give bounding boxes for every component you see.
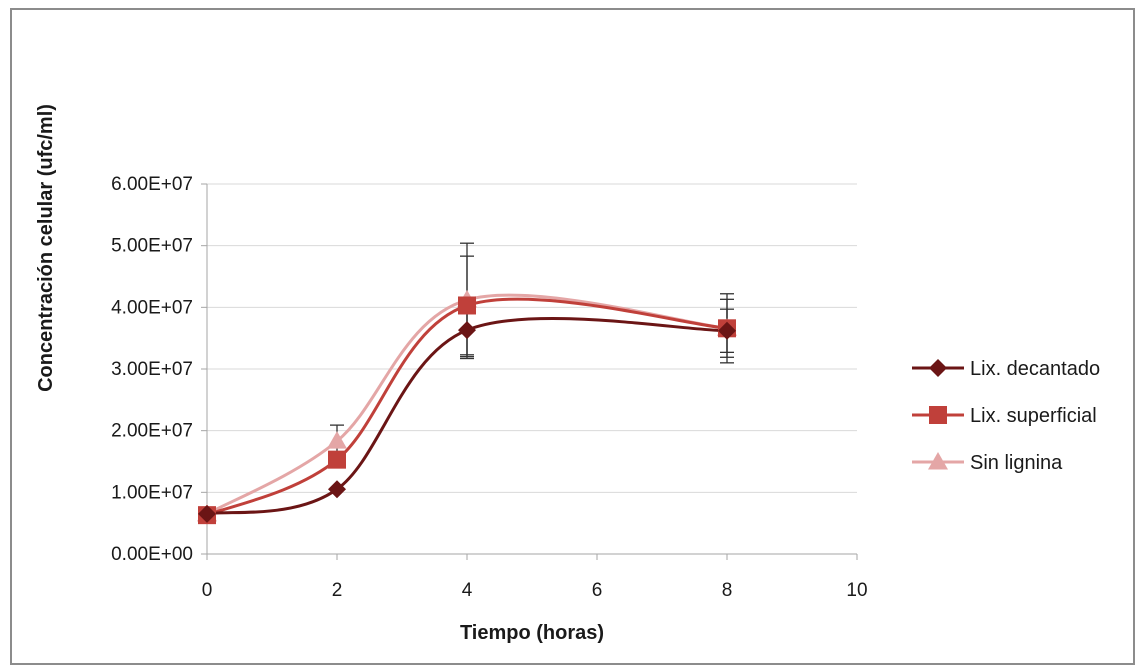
legend-marker xyxy=(929,359,947,377)
x-tick-label: 6 xyxy=(592,580,603,601)
error-bars xyxy=(330,242,734,458)
point-lix-decantado xyxy=(328,480,346,499)
y-axis-title: Concentración celular (ufc/ml) xyxy=(35,104,57,392)
x-tick-label: 8 xyxy=(722,580,733,601)
legend-marker xyxy=(929,406,947,424)
y-tick-label: 2.00E+07 xyxy=(111,421,193,442)
y-tick-label: 5.00E+07 xyxy=(111,236,193,257)
point-lix-superficial xyxy=(328,450,346,469)
series-lines xyxy=(206,293,728,517)
point-lix-decantado xyxy=(198,504,216,523)
y-tick-label: 4.00E+07 xyxy=(111,297,193,318)
y-tick-label: 1.00E+07 xyxy=(111,482,193,503)
series-markers xyxy=(197,289,737,525)
legend-item-sin-lignina: Sin lignina xyxy=(912,452,1063,474)
x-tick-labels: 0 2 4 6 8 10 xyxy=(202,580,868,601)
x-tick-label: 4 xyxy=(462,580,473,601)
series-line-sin-lignina xyxy=(206,293,728,516)
point-lix-decantado xyxy=(718,321,736,340)
y-tick-labels: 0.00E+00 1.00E+07 2.00E+07 3.00E+07 4.00E+07… xyxy=(111,174,193,565)
x-tick-label: 2 xyxy=(332,580,343,601)
series-line-lix-superficial xyxy=(206,297,728,517)
point-sin-lignina xyxy=(327,431,347,449)
axes xyxy=(201,183,858,560)
gridlines xyxy=(207,183,857,493)
x-tick-label: 0 xyxy=(202,580,213,601)
point-lix-decantado xyxy=(458,321,476,340)
series-line-lix-decantado xyxy=(206,317,728,516)
x-tick-label: 10 xyxy=(846,580,867,601)
legend-label: Sin lignina xyxy=(970,452,1063,474)
legend-item-lix-decantado: Lix. decantado xyxy=(912,358,1100,380)
point-lix-superficial xyxy=(458,296,476,315)
legend-marker xyxy=(928,452,948,470)
legend-item-lix-superficial: Lix. superficial xyxy=(912,405,1097,427)
chart-frame xyxy=(10,8,1135,665)
y-tick-label: 6.00E+07 xyxy=(111,174,193,195)
legend-label: Lix. decantado xyxy=(970,358,1100,380)
y-tick-label: 0.00E+00 xyxy=(111,544,193,565)
x-axis-title: Tiempo (horas) xyxy=(460,622,604,644)
y-tick-label: 3.00E+07 xyxy=(111,359,193,380)
legend: Lix. decantado Lix. superficial Sin lignin… xyxy=(912,358,1100,474)
legend-label: Lix. superficial xyxy=(970,405,1097,427)
